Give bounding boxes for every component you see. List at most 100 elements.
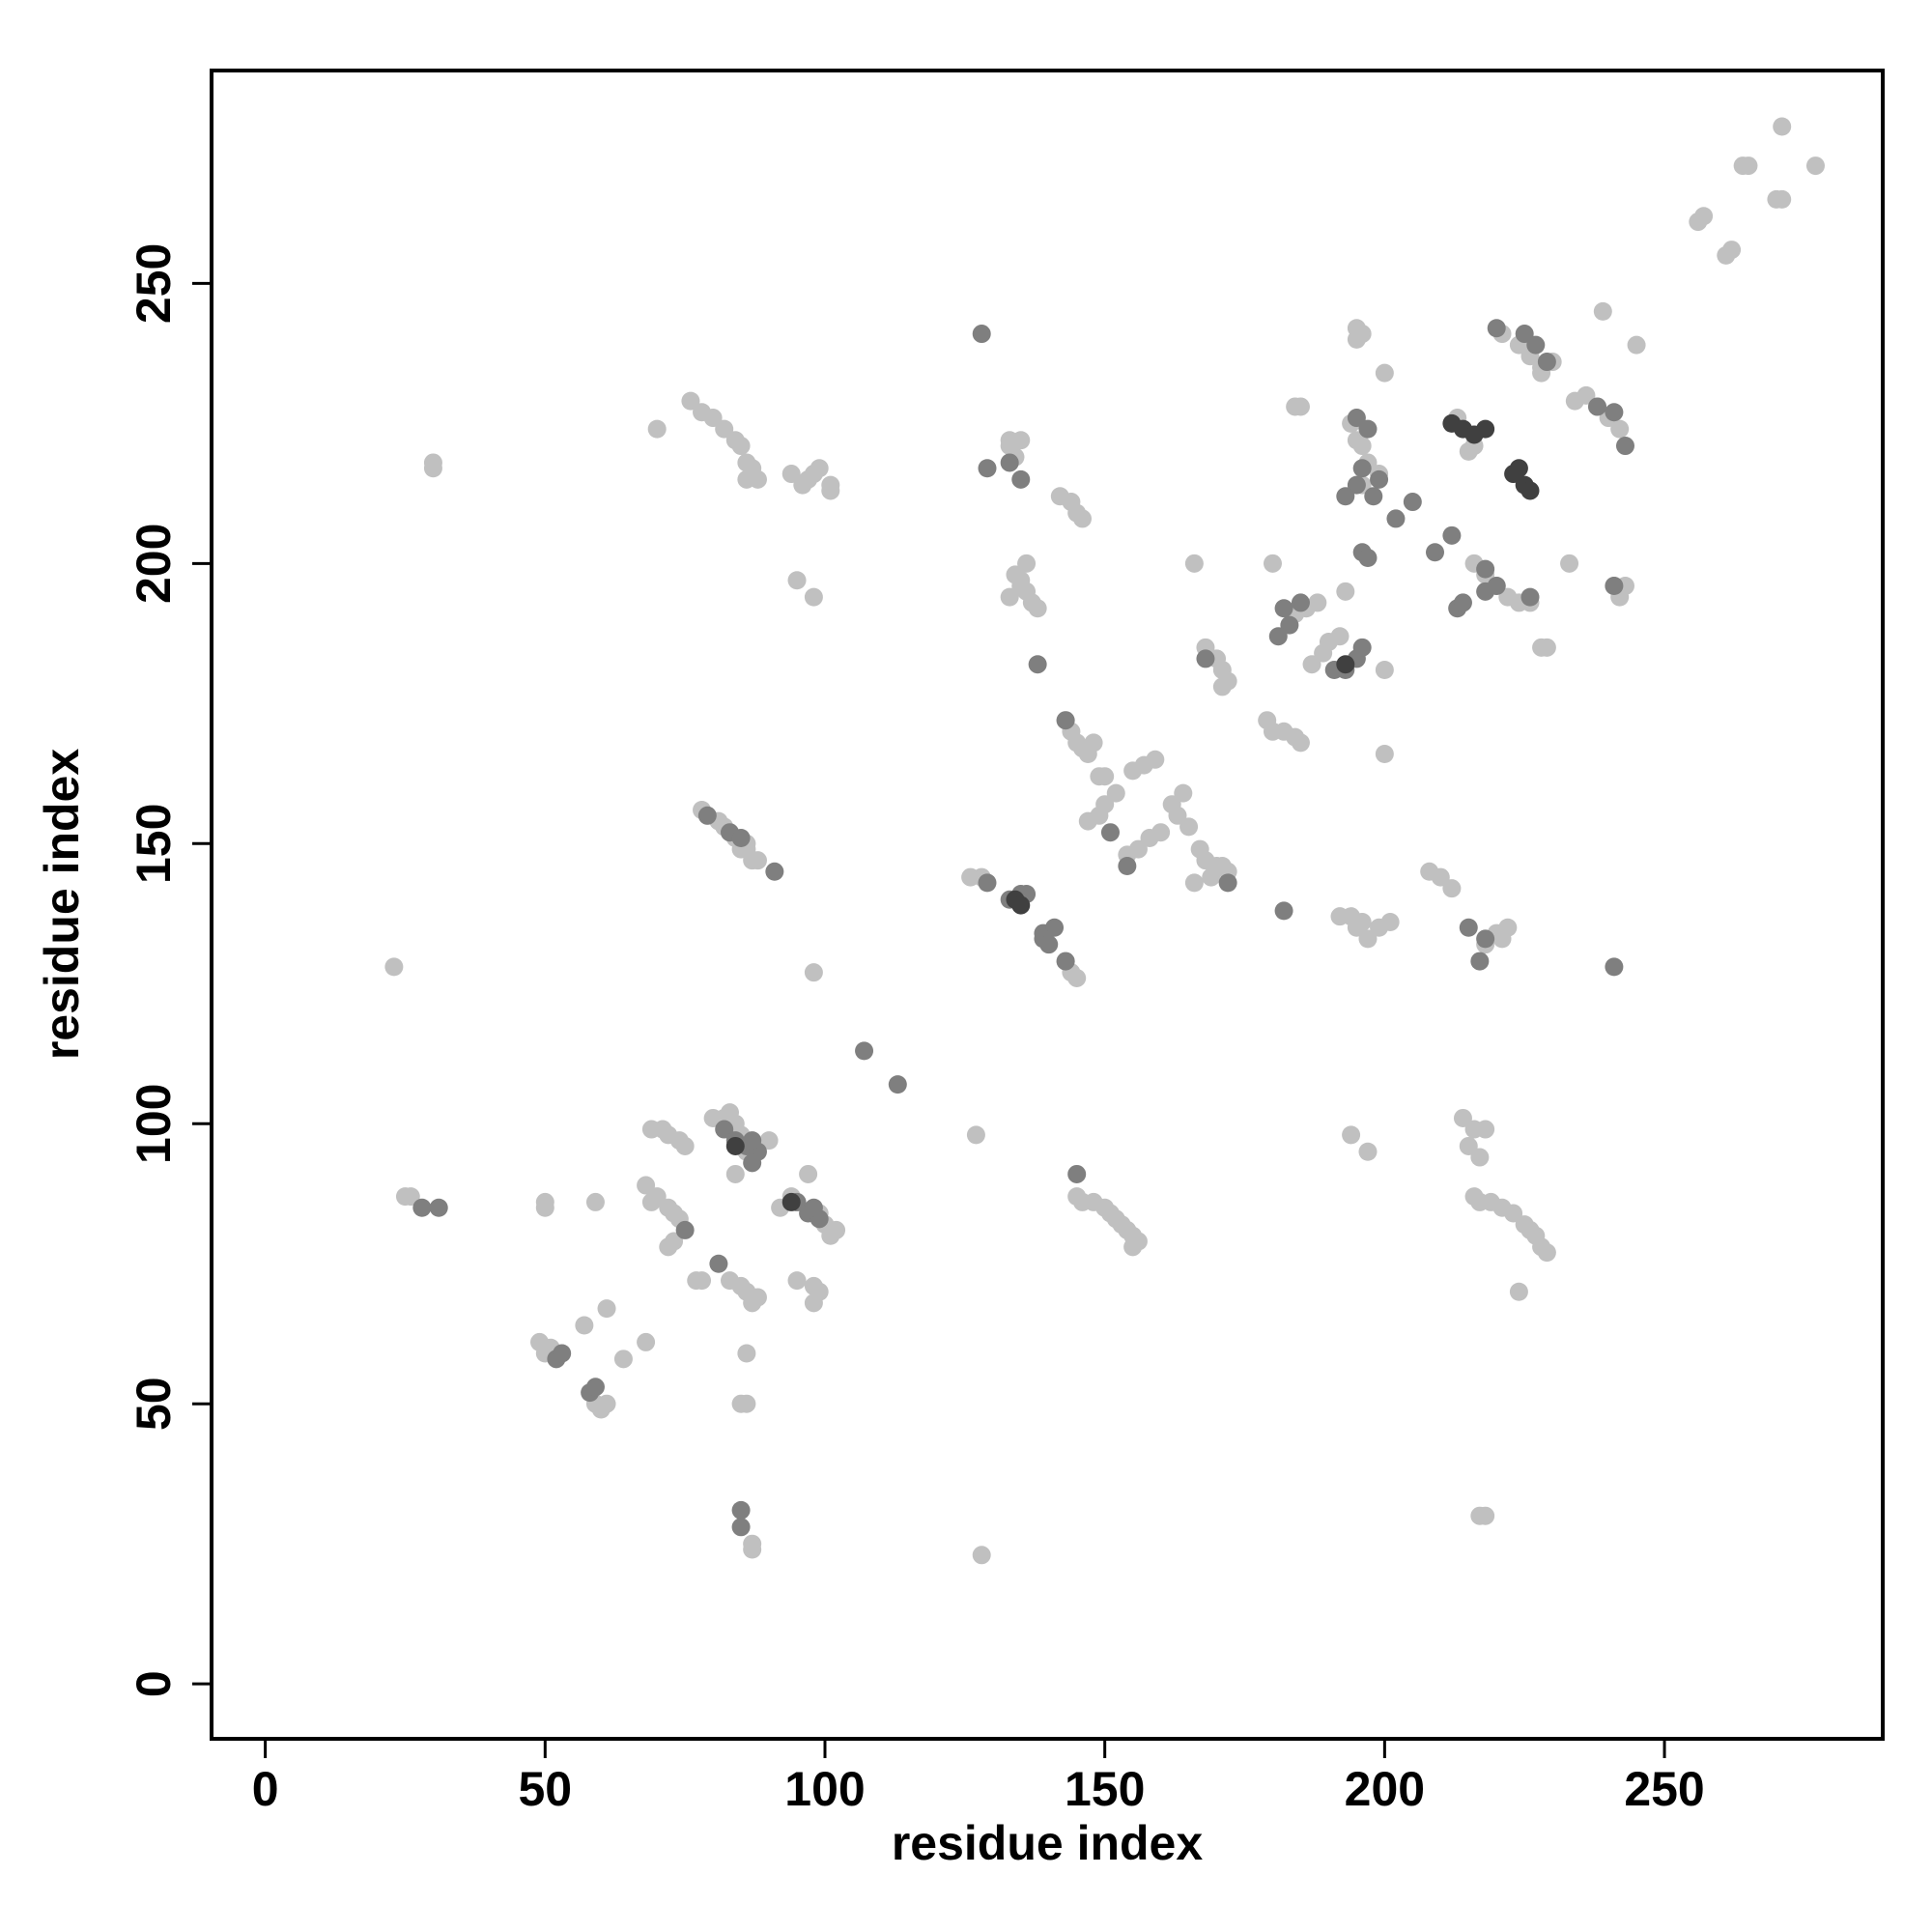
plot-frame (210, 69, 1885, 1741)
point (1352, 437, 1372, 456)
point (1577, 385, 1596, 405)
point (731, 828, 751, 847)
y-tick-label: 150 (127, 804, 181, 884)
point (1291, 733, 1310, 753)
point (1212, 856, 1232, 875)
point (1537, 353, 1556, 372)
point (748, 851, 767, 870)
y-tick-label: 50 (127, 1377, 181, 1431)
point (799, 469, 818, 489)
y-tick-label: 250 (127, 243, 181, 324)
point (1118, 856, 1137, 875)
point (821, 481, 840, 500)
point (1476, 929, 1495, 949)
point (1386, 509, 1406, 528)
point (709, 1254, 728, 1273)
point (1212, 677, 1232, 696)
y-tick-label: 100 (127, 1084, 181, 1164)
point (1520, 481, 1540, 500)
point (1263, 554, 1282, 573)
point (1184, 554, 1204, 573)
point (855, 1041, 874, 1061)
point (748, 469, 767, 489)
point (1336, 487, 1355, 506)
point (737, 1394, 756, 1413)
point (1168, 806, 1187, 825)
point (1067, 968, 1087, 987)
point (1560, 554, 1579, 573)
point (972, 325, 991, 344)
point (1100, 823, 1120, 842)
x-axis-label: residue index (892, 1816, 1204, 1870)
point (1000, 453, 1019, 472)
point (1364, 487, 1383, 506)
point (1011, 469, 1031, 489)
point (637, 1176, 656, 1195)
y-tick-label: 0 (127, 1670, 181, 1697)
point (1039, 935, 1059, 954)
point (1358, 1142, 1378, 1161)
point (1011, 895, 1031, 915)
point (429, 1198, 448, 1217)
point (659, 1237, 678, 1257)
point (1067, 503, 1087, 523)
point (743, 1293, 762, 1313)
point (1370, 469, 1389, 489)
point (1504, 465, 1523, 484)
point (1358, 929, 1378, 949)
point (781, 1192, 801, 1211)
point (1336, 655, 1355, 674)
point (1274, 599, 1293, 618)
point (1459, 441, 1478, 461)
point (1431, 867, 1450, 887)
point (1196, 649, 1215, 668)
point (1056, 711, 1075, 730)
point (966, 1125, 985, 1145)
point (715, 1120, 734, 1139)
point (647, 419, 667, 439)
point (827, 1220, 846, 1239)
point (647, 1187, 667, 1207)
point (1352, 459, 1372, 478)
point (743, 1131, 762, 1151)
point (1123, 1237, 1143, 1257)
point (1095, 767, 1115, 786)
point (1470, 952, 1490, 971)
point (1375, 363, 1394, 383)
point (1274, 901, 1293, 921)
point (591, 1400, 611, 1419)
point (1722, 241, 1742, 260)
point (1017, 554, 1037, 573)
point (1739, 156, 1758, 176)
point (1403, 493, 1422, 512)
point (1520, 587, 1540, 607)
point (1605, 577, 1624, 596)
point (1140, 828, 1159, 847)
point (787, 1271, 807, 1291)
point (1773, 189, 1792, 209)
point (1805, 156, 1825, 176)
point (810, 459, 829, 478)
point (972, 1546, 991, 1565)
point (725, 1136, 745, 1155)
point (1470, 1148, 1490, 1167)
point (1627, 335, 1646, 355)
point (1028, 599, 1047, 618)
point (1078, 811, 1097, 831)
point (978, 459, 997, 478)
point (799, 1164, 818, 1183)
x-tick-label: 200 (1345, 1762, 1425, 1816)
y-tick-label: 200 (127, 524, 181, 604)
point (637, 1332, 656, 1351)
point (1476, 1120, 1495, 1139)
point (1174, 783, 1193, 803)
point (1028, 655, 1047, 674)
point (613, 1350, 633, 1369)
point (1084, 733, 1103, 753)
point (1268, 627, 1288, 646)
point (888, 1075, 907, 1094)
point (1000, 587, 1019, 607)
point (1302, 655, 1321, 674)
point (759, 1131, 779, 1151)
